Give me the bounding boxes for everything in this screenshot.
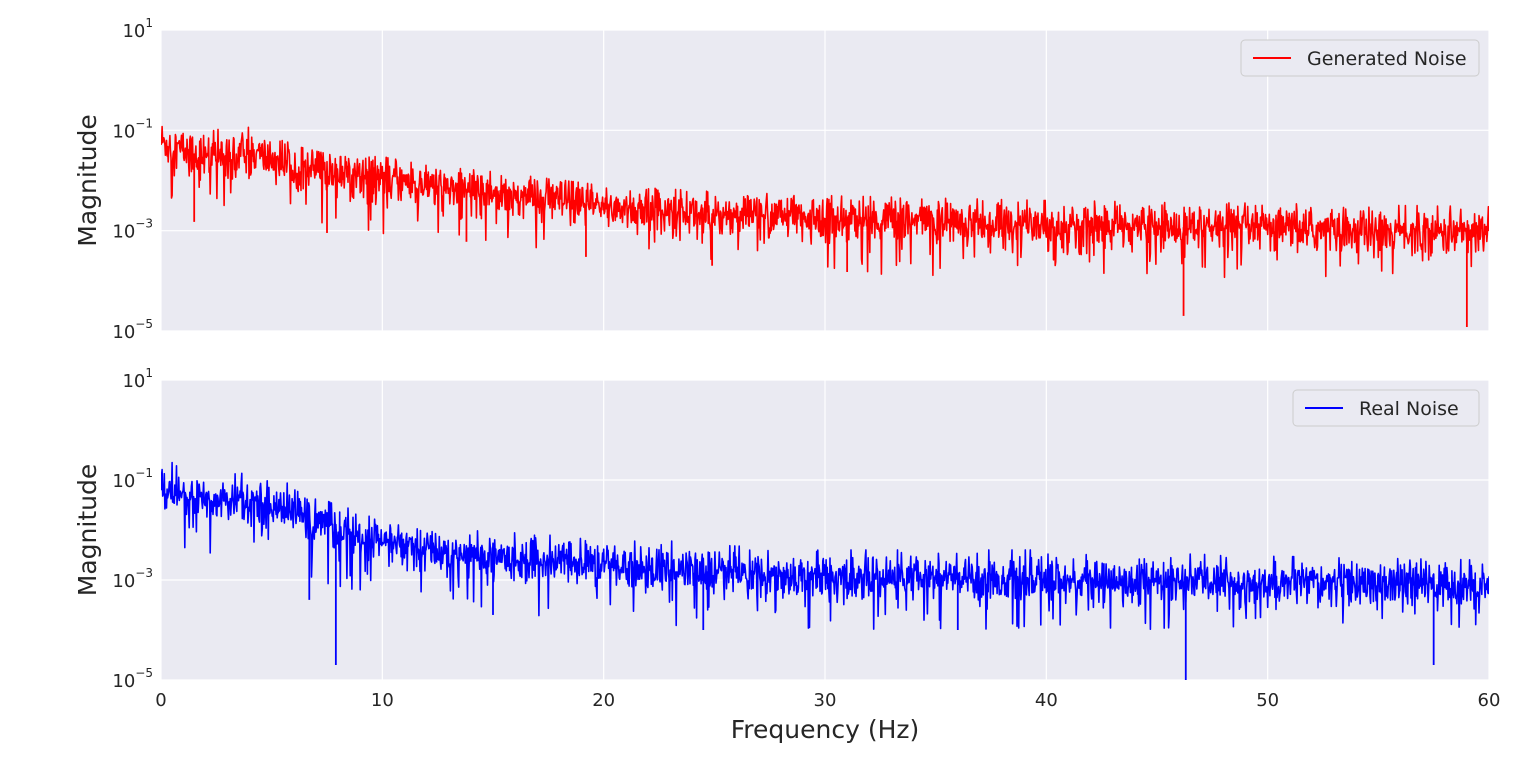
y-tick-label: 10−1 [112, 116, 153, 142]
series-line [161, 461, 1489, 630]
series-line [161, 125, 1489, 279]
bottom-grid [160, 379, 1490, 681]
bottom-series [161, 461, 1489, 680]
bottom-legend-entry: Real Noise [1359, 398, 1459, 420]
y-tick-label: 101 [122, 16, 153, 42]
bottom-y-axis-label: Magnitude [73, 464, 102, 596]
bottom-y-ticks: 101 10−1 10−3 10−5 [112, 366, 153, 692]
y-tick-label: 10−1 [112, 466, 153, 492]
y-tick-label: 10−5 [112, 317, 153, 343]
bottom-x-ticks: 0 10 20 30 40 50 60 [155, 690, 1500, 711]
x-tick-label: 40 [1035, 690, 1058, 711]
x-tick-label: 30 [814, 690, 837, 711]
y-tick-label: 101 [122, 366, 153, 392]
x-tick-label: 50 [1256, 690, 1279, 711]
x-tick-label: 60 [1478, 690, 1501, 711]
top-series [161, 125, 1489, 328]
top-legend-box [1240, 39, 1480, 77]
x-tick-label: 0 [155, 690, 166, 711]
top-legend: Generated Noise [1240, 39, 1480, 77]
top-panel: 101 10−1 10−3 10−5 Magnitude Generated Nois… [73, 16, 1490, 343]
x-axis-label: Frequency (Hz) [731, 715, 920, 744]
y-tick-label: 10−3 [112, 566, 153, 592]
top-legend-entry: Generated Noise [1307, 48, 1467, 70]
bottom-legend-box [1292, 389, 1480, 427]
y-tick-label: 10−3 [112, 217, 153, 243]
bottom-legend: Real Noise [1292, 389, 1480, 427]
x-tick-label: 20 [592, 690, 615, 711]
y-tick-label: 10−5 [112, 666, 153, 692]
top-y-axis-label: Magnitude [73, 114, 102, 246]
top-y-ticks: 101 10−1 10−3 10−5 [112, 16, 153, 343]
x-tick-label: 10 [371, 690, 394, 711]
